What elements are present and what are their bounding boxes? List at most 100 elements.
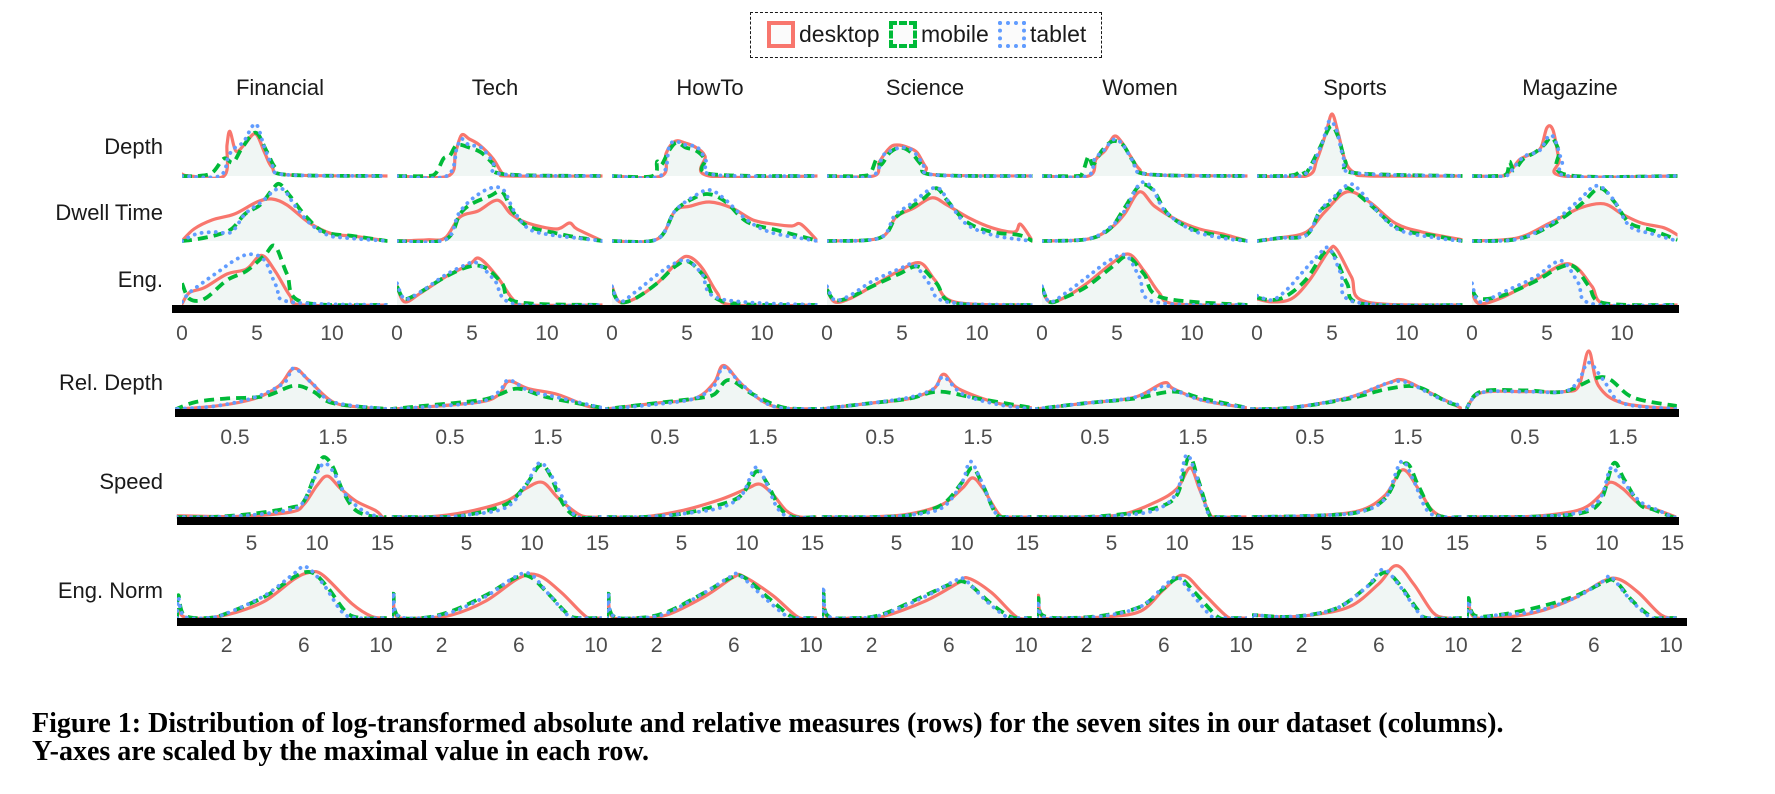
x-tick-label: 10 xyxy=(305,532,328,555)
density-line-tablet xyxy=(1472,183,1678,243)
density-fill-tablet xyxy=(1257,183,1463,241)
density-grid-chart: Financial Tech HowTo Science Women Sports Maga… xyxy=(55,75,1687,657)
panel-science xyxy=(827,185,1033,243)
density-line-desktop xyxy=(176,474,387,519)
density-fill-tablet xyxy=(821,461,1032,518)
density-fill-mobile xyxy=(606,471,817,518)
x-tick-label: 5 xyxy=(461,532,473,555)
panel-financial xyxy=(176,564,387,620)
legend-item-tablet: tablet xyxy=(998,19,1086,49)
density-line-mobile xyxy=(827,145,1033,178)
density-line-tablet xyxy=(1257,118,1463,178)
density-fill-tablet xyxy=(612,189,818,242)
density-fill-desktop xyxy=(1251,469,1462,518)
density-line-tablet xyxy=(390,378,602,411)
x-tick-label: 0.5 xyxy=(1510,426,1539,449)
density-fill-desktop xyxy=(1037,575,1247,620)
x-tick-label: 10 xyxy=(735,532,758,555)
x-tick-label: 15 xyxy=(1446,532,1469,555)
x-tick-label: 0 xyxy=(391,322,403,345)
row-label: Eng. Norm xyxy=(58,578,163,603)
density-fill-desktop xyxy=(175,368,387,410)
panel-women xyxy=(1036,573,1247,620)
density-fill-tablet xyxy=(1466,467,1677,518)
x-tick-label: 5 xyxy=(1536,532,1548,555)
panel-tech xyxy=(397,185,603,243)
panel-science xyxy=(827,143,1033,178)
density-fill-tablet xyxy=(605,367,817,410)
density-fill-mobile xyxy=(827,188,1033,241)
legend-item-desktop: desktop xyxy=(767,19,880,49)
density-line-tablet xyxy=(827,262,1033,307)
panel-sports xyxy=(1257,182,1463,243)
density-line-tablet xyxy=(391,570,602,620)
density-fill-desktop xyxy=(1036,467,1247,518)
x-tick-label: 0 xyxy=(176,322,188,345)
x-tick-label: 5 xyxy=(466,322,478,345)
x-tick-label: 5 xyxy=(246,532,258,555)
density-line-tablet xyxy=(397,259,603,307)
density-line-mobile xyxy=(1251,570,1462,620)
density-fill-tablet xyxy=(1472,135,1678,178)
density-fill-mobile xyxy=(827,266,1033,306)
x-tick-label: 10 xyxy=(1229,634,1252,657)
density-fill-mobile xyxy=(182,245,388,306)
x-tick-label: 5 xyxy=(896,322,908,345)
density-line-mobile xyxy=(1472,263,1678,307)
row-label: Eng. xyxy=(118,267,163,292)
row-label: Dwell Time xyxy=(55,200,163,225)
x-tick-label: 2 xyxy=(436,634,448,657)
x-tick-label: 15 xyxy=(801,532,824,555)
x-tick-label: 10 xyxy=(1395,322,1418,345)
caption-line-1: Figure 1: Distribution of log-transforme… xyxy=(32,708,1504,739)
density-line-tablet xyxy=(1472,258,1678,307)
x-tick-label: 0 xyxy=(606,322,618,345)
density-line-tablet xyxy=(612,188,818,243)
density-fill-desktop xyxy=(177,571,387,619)
x-tick-label: 0 xyxy=(1251,322,1263,345)
legend-label: mobile xyxy=(921,21,989,47)
density-fill-tablet xyxy=(1472,260,1678,306)
density-fill-mobile xyxy=(1250,386,1462,410)
density-fill-tablet xyxy=(1042,254,1248,306)
x-tick-label: 10 xyxy=(1610,322,1633,345)
density-fill-tablet xyxy=(397,187,603,243)
density-line-mobile xyxy=(182,181,388,243)
density-fill-tablet xyxy=(1037,576,1247,620)
density-fill-desktop xyxy=(390,381,602,410)
density-line-tablet xyxy=(612,258,818,307)
density-line-tablet xyxy=(182,122,388,178)
density-line-desktop xyxy=(397,198,603,243)
density-fill-desktop xyxy=(1472,125,1678,178)
density-line-tablet xyxy=(182,252,388,307)
density-line-mobile xyxy=(1036,455,1247,519)
density-line-tablet xyxy=(827,145,1033,178)
legend-swatch-mobile-icon xyxy=(889,20,917,48)
x-tick-label: 5 xyxy=(676,532,688,555)
density-fill-desktop xyxy=(1257,246,1463,306)
x-tick-label: 10 xyxy=(1014,634,1037,657)
panel-tech xyxy=(391,460,602,519)
density-line-tablet xyxy=(821,575,1032,620)
panel-sports xyxy=(1251,459,1462,519)
row-dwell-time: Dwell Time xyxy=(55,180,1678,243)
density-fill-desktop xyxy=(182,198,388,241)
x-tick-label: 2 xyxy=(1296,634,1308,657)
density-fill-mobile xyxy=(1042,140,1248,177)
density-fill-tablet xyxy=(607,573,817,619)
panel-financial xyxy=(182,243,388,307)
density-line-mobile xyxy=(1466,577,1677,620)
x-tick-label: 10 xyxy=(1595,532,1618,555)
panel-science xyxy=(827,260,1033,307)
density-fill-desktop xyxy=(607,574,817,619)
column-title: Magazine xyxy=(1522,75,1617,100)
x-tick-label: 0.5 xyxy=(1080,426,1109,449)
x-tick-label: 5 xyxy=(1106,532,1118,555)
panel-howto xyxy=(605,363,817,411)
column-title: Tech xyxy=(472,75,518,100)
x-tick-label: 6 xyxy=(513,634,525,657)
density-line-tablet xyxy=(175,366,387,411)
panel-tech xyxy=(397,256,603,307)
x-tick-label: 10 xyxy=(1380,532,1403,555)
x-tick-label: 2 xyxy=(866,634,878,657)
